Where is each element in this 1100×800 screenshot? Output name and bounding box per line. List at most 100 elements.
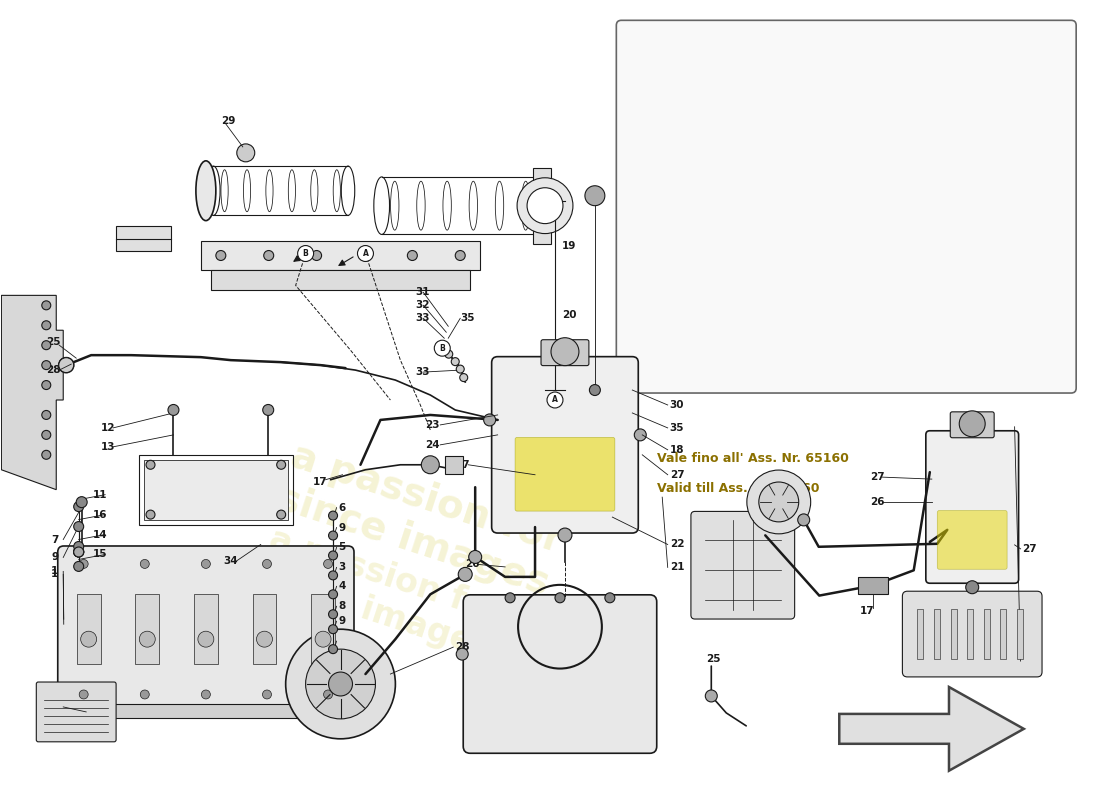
Circle shape (74, 547, 84, 557)
Text: 3: 3 (339, 562, 345, 573)
Ellipse shape (207, 166, 220, 215)
Text: 21: 21 (670, 562, 684, 573)
Circle shape (635, 429, 647, 441)
Text: 27: 27 (870, 472, 884, 482)
Circle shape (286, 630, 395, 739)
Text: 5: 5 (339, 542, 345, 553)
Circle shape (551, 338, 579, 366)
Circle shape (407, 250, 417, 261)
Circle shape (74, 547, 84, 557)
Text: 15: 15 (94, 550, 108, 559)
Circle shape (705, 690, 717, 702)
Circle shape (558, 528, 572, 542)
Circle shape (434, 340, 450, 356)
Text: 29: 29 (221, 116, 235, 126)
Circle shape (329, 590, 338, 599)
Text: 4: 4 (339, 582, 345, 591)
FancyBboxPatch shape (515, 438, 615, 511)
Circle shape (323, 559, 332, 569)
Text: 27: 27 (455, 460, 470, 470)
Text: 27: 27 (1023, 544, 1037, 554)
Circle shape (451, 358, 459, 366)
Circle shape (329, 511, 338, 520)
Circle shape (311, 250, 321, 261)
Circle shape (201, 559, 210, 569)
Text: Vale fino all' Ass. Nr. 65160: Vale fino all' Ass. Nr. 65160 (658, 453, 849, 466)
Bar (62, 705, 350, 718)
Circle shape (79, 559, 88, 569)
Text: a passion for
since images: a passion for since images (253, 522, 507, 666)
Text: 14: 14 (94, 530, 108, 539)
Text: 10: 10 (52, 702, 66, 712)
Circle shape (146, 460, 155, 470)
Circle shape (456, 648, 469, 660)
Circle shape (74, 547, 84, 557)
Circle shape (42, 361, 51, 370)
Circle shape (484, 414, 496, 426)
Circle shape (76, 497, 87, 508)
Circle shape (747, 470, 811, 534)
Circle shape (323, 690, 332, 699)
Circle shape (329, 551, 338, 560)
Text: 26: 26 (465, 559, 480, 570)
FancyBboxPatch shape (926, 430, 1019, 583)
Text: 30: 30 (670, 400, 684, 410)
Circle shape (360, 250, 370, 261)
Text: 18: 18 (1023, 654, 1037, 664)
Text: B: B (439, 344, 446, 353)
Circle shape (58, 358, 74, 373)
Circle shape (42, 430, 51, 439)
Circle shape (42, 321, 51, 330)
Text: 35: 35 (670, 423, 684, 433)
Text: a passion for
since images: a passion for since images (273, 437, 569, 602)
Bar (934, 609, 940, 659)
Circle shape (42, 341, 51, 350)
Bar (201, 241, 481, 270)
Circle shape (146, 510, 155, 519)
Circle shape (263, 559, 272, 569)
Text: 23: 23 (426, 420, 440, 430)
Text: 33: 33 (416, 367, 430, 377)
Circle shape (358, 246, 373, 262)
Circle shape (459, 567, 472, 582)
Circle shape (556, 593, 565, 602)
Text: 31: 31 (416, 287, 430, 298)
Text: 25: 25 (706, 654, 721, 664)
Circle shape (527, 188, 563, 224)
Circle shape (329, 625, 338, 634)
Text: 20: 20 (562, 310, 576, 320)
Circle shape (605, 593, 615, 602)
Circle shape (444, 350, 453, 358)
Circle shape (42, 381, 51, 390)
Bar (211, 270, 470, 290)
Text: 17: 17 (860, 606, 875, 616)
Bar (446, 456, 463, 474)
Circle shape (140, 631, 155, 647)
Bar (983, 609, 990, 659)
Text: 9: 9 (339, 616, 345, 626)
FancyBboxPatch shape (950, 412, 994, 438)
Bar (311, 594, 336, 664)
Text: 16: 16 (94, 510, 108, 520)
Circle shape (547, 392, 563, 408)
Circle shape (236, 144, 255, 162)
Circle shape (80, 631, 97, 647)
Bar (77, 594, 100, 664)
Circle shape (315, 631, 331, 647)
Circle shape (517, 178, 573, 234)
Polygon shape (839, 687, 1024, 770)
Bar (135, 594, 160, 664)
Text: 9: 9 (52, 553, 58, 562)
Polygon shape (1, 295, 63, 490)
Circle shape (277, 510, 286, 519)
Circle shape (329, 645, 338, 654)
Circle shape (198, 631, 213, 647)
Circle shape (264, 250, 274, 261)
Circle shape (329, 610, 338, 618)
FancyBboxPatch shape (57, 546, 354, 713)
Circle shape (421, 456, 439, 474)
Text: 11: 11 (94, 490, 108, 500)
Text: 27: 27 (670, 470, 684, 480)
FancyBboxPatch shape (937, 510, 1008, 570)
Text: 18: 18 (670, 445, 684, 455)
